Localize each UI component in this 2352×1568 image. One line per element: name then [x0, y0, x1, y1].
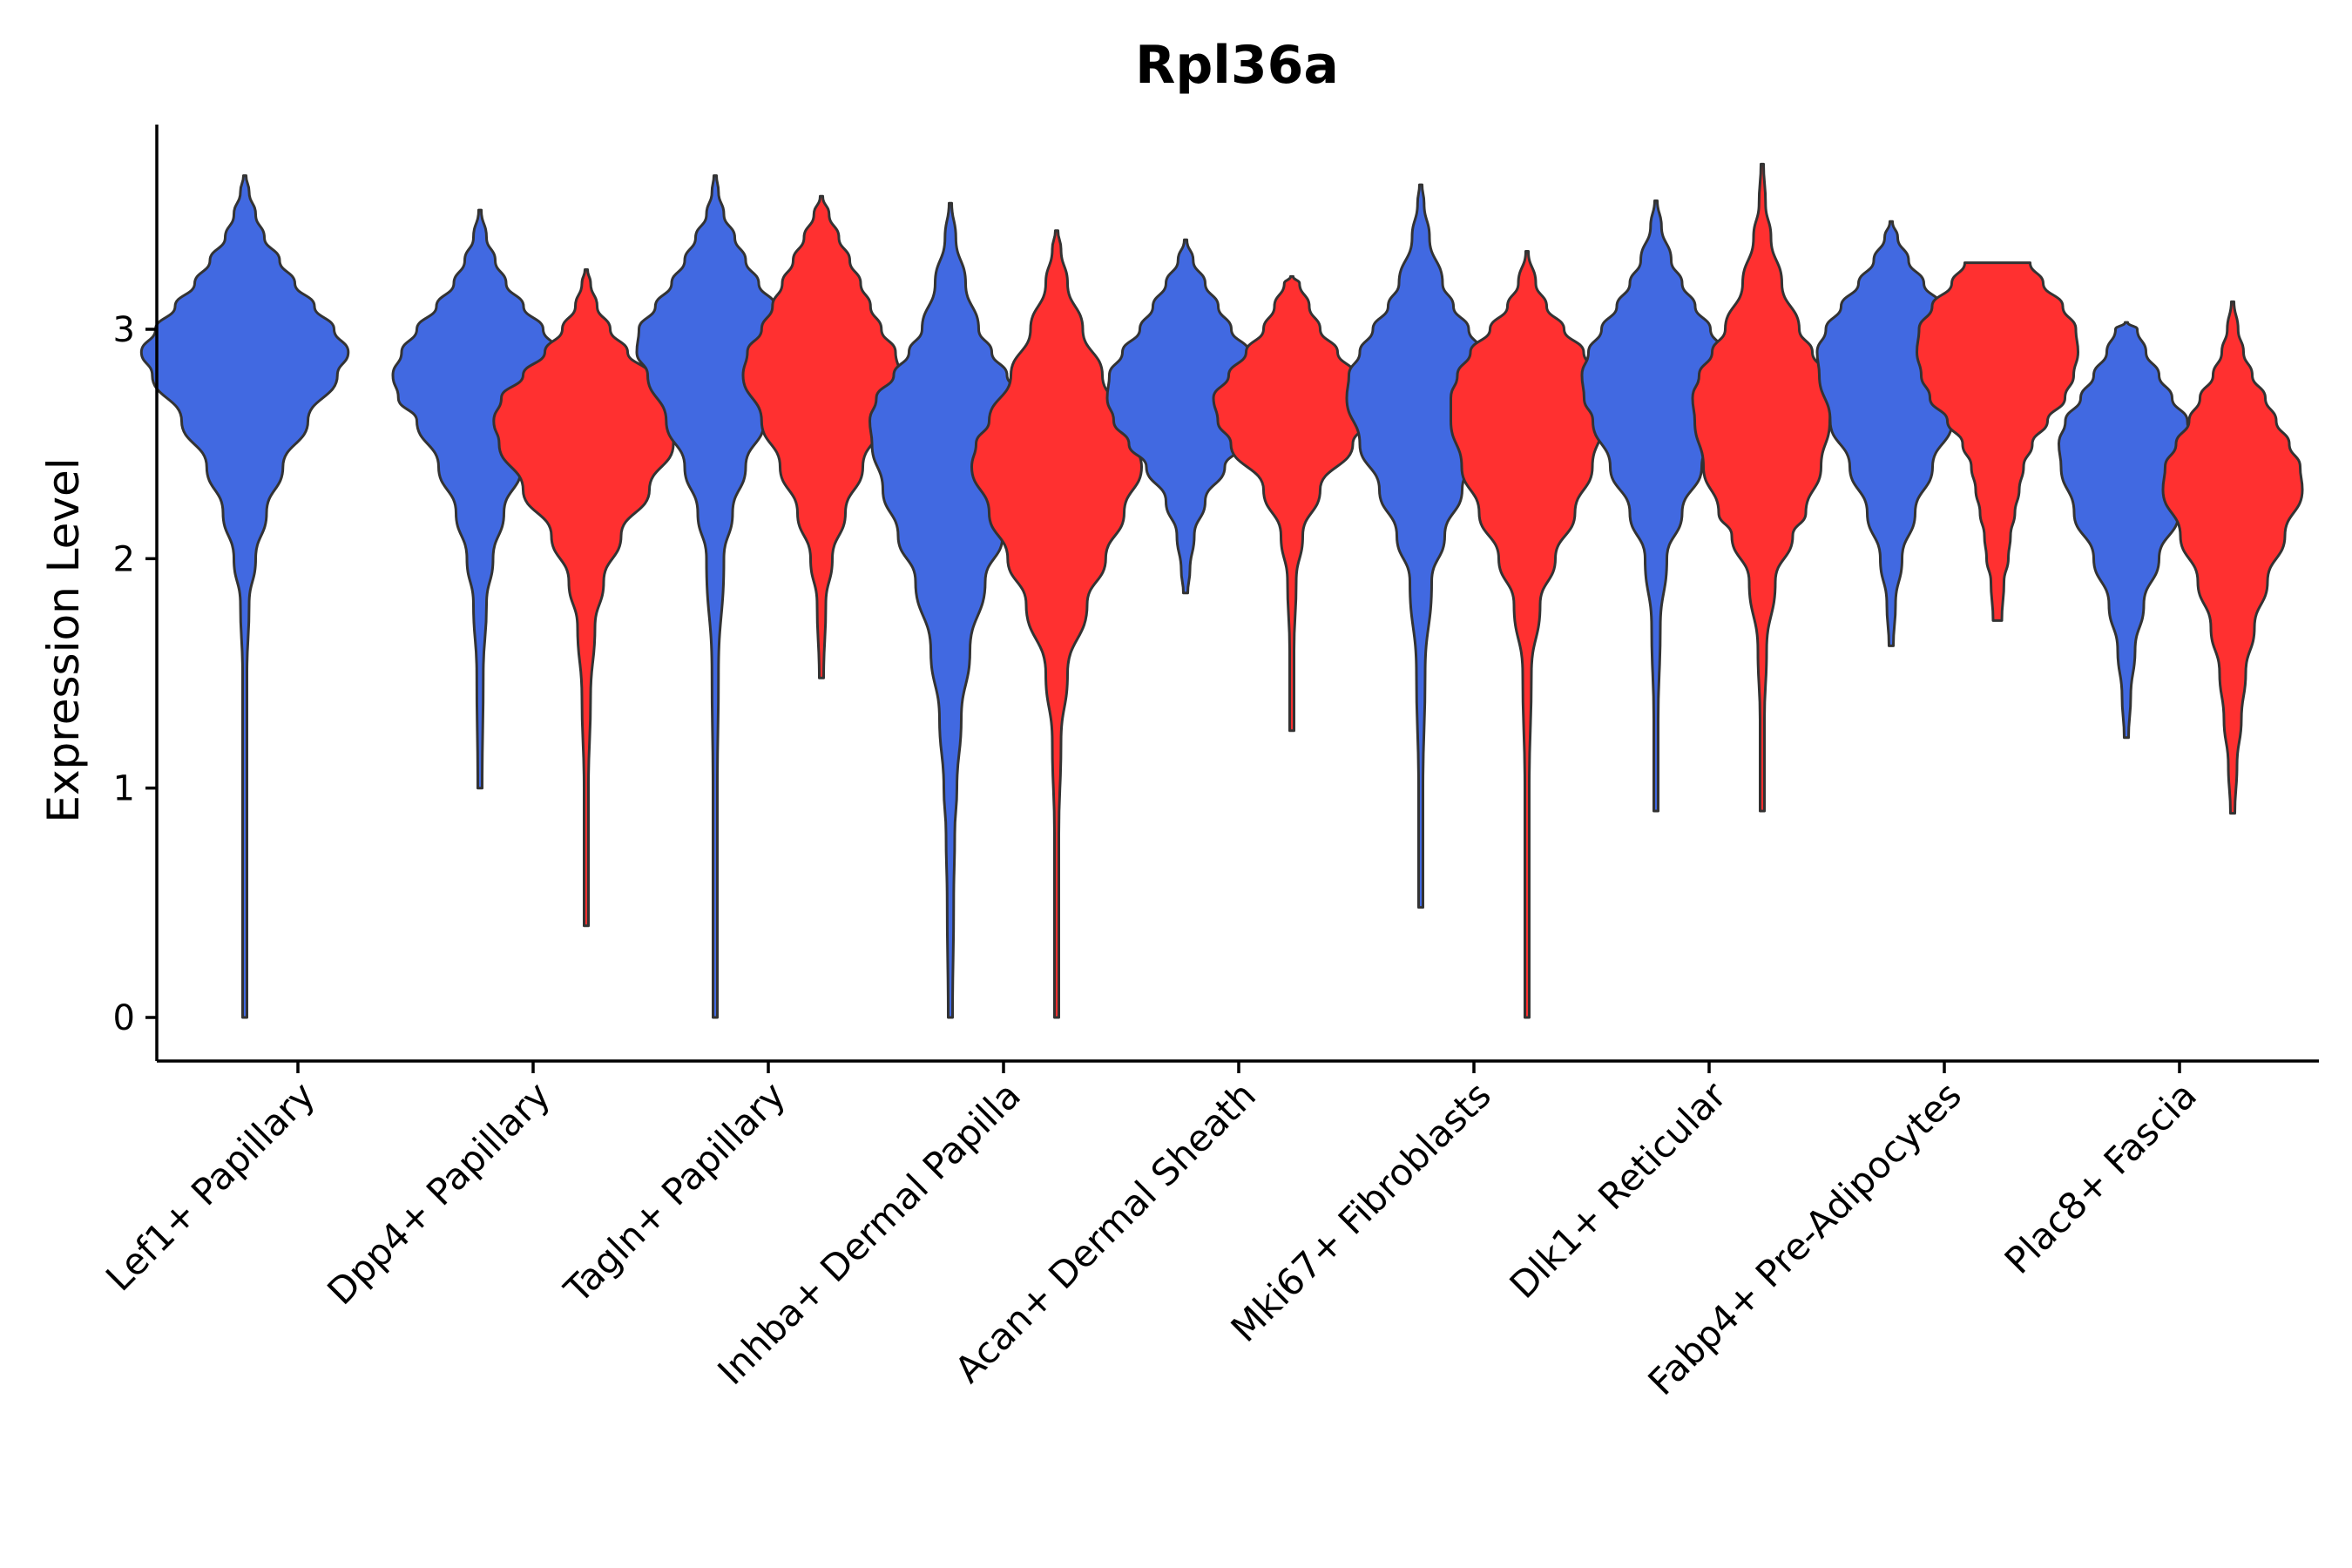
- violin-inhba-dermal-papilla-series-0: [868, 201, 1032, 1019]
- violin-dpp4-papillary-series-0: [391, 208, 569, 790]
- y-tick-label: 3: [113, 310, 135, 350]
- violin-dlk1-reticular-series-1: [1691, 162, 1834, 813]
- y-tick-label: 2: [113, 539, 135, 579]
- violin-lef1-papillary-series-0: [139, 174, 350, 1019]
- y-axis-label: Expression Level: [38, 457, 89, 822]
- violin-dpp4-papillary-series-1: [492, 268, 680, 928]
- y-tick-label: 0: [113, 998, 135, 1038]
- violin-fabp4-pre-adipocytes-series-1: [1916, 261, 2079, 622]
- violin-tagln-papillary-series-0: [635, 174, 795, 1019]
- violin-inhba-dermal-papilla-series-1: [970, 229, 1143, 1019]
- violin-group: [139, 162, 2304, 1019]
- x-tick-label: Dlk1+ Reticular: [1502, 1073, 1735, 1307]
- violin-acan-dermal-sheath-series-1: [1212, 274, 1372, 733]
- x-tick-label: Tagln+ Papillary: [556, 1073, 794, 1311]
- violin-plac8-fascia-series-1: [2161, 300, 2304, 815]
- violin-dlk1-reticular-series-0: [1580, 199, 1732, 813]
- y-tick-label: 1: [113, 769, 135, 809]
- violin-tagln-papillary-series-1: [741, 194, 902, 679]
- x-tick-label: Dpp4+ Papillary: [319, 1073, 558, 1313]
- x-tick-label: Plac8+ Fascia: [1997, 1073, 2205, 1281]
- x-tick-label: Lef1+ Papillary: [98, 1073, 323, 1299]
- y-ticks: 0 1 2 3: [113, 310, 157, 1038]
- violin-fabp4-pre-adipocytes-series-0: [1815, 220, 1967, 647]
- violin-mki67-fibroblasts-series-0: [1345, 183, 1497, 909]
- violin-plac8-fascia-series-0: [2058, 321, 2195, 740]
- violin-mki67-fibroblasts-series-1: [1449, 250, 1605, 1019]
- x-tick-label: Mki67+ Fibroblasts: [1223, 1073, 1499, 1349]
- chart-title: Rpl36a: [1135, 35, 1339, 96]
